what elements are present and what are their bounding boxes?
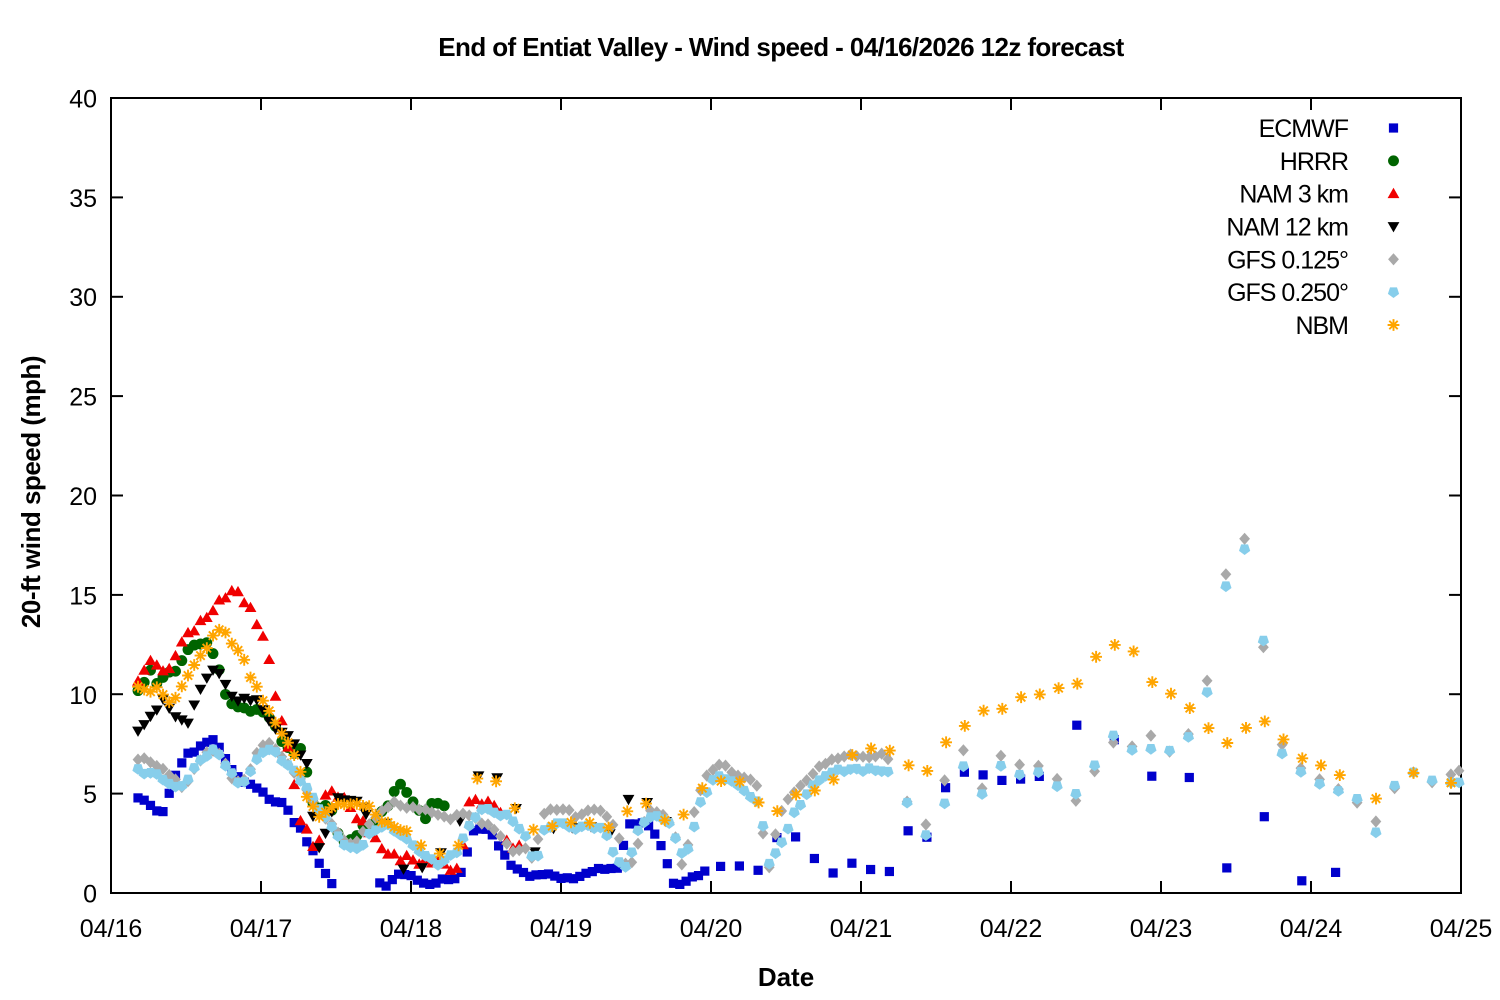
svg-text:NBM: NBM [1295, 312, 1348, 340]
svg-text:04/25: 04/25 [1430, 915, 1493, 943]
svg-text:04/22: 04/22 [980, 915, 1043, 943]
svg-text:10: 10 [69, 682, 97, 710]
svg-text:ECMWF: ECMWF [1259, 115, 1349, 143]
svg-text:04/21: 04/21 [830, 915, 893, 943]
svg-text:20: 20 [69, 483, 97, 511]
svg-text:15: 15 [69, 582, 97, 610]
svg-text:NAM 3 km: NAM 3 km [1239, 181, 1348, 209]
svg-text:20-ft wind speed (mph): 20-ft wind speed (mph) [16, 356, 46, 628]
svg-text:04/16: 04/16 [80, 915, 143, 943]
svg-text:04/17: 04/17 [230, 915, 293, 943]
svg-text:30: 30 [69, 284, 97, 312]
svg-text:GFS 0.125°: GFS 0.125° [1227, 246, 1348, 274]
svg-text:04/24: 04/24 [1280, 915, 1343, 943]
svg-text:0: 0 [83, 881, 97, 909]
svg-text:GFS 0.250°: GFS 0.250° [1227, 279, 1348, 307]
svg-text:Date: Date [758, 962, 814, 992]
svg-text:5: 5 [83, 781, 97, 809]
svg-text:04/20: 04/20 [680, 915, 743, 943]
svg-text:40: 40 [69, 86, 97, 114]
svg-text:HRRR: HRRR [1280, 148, 1348, 176]
svg-text:04/23: 04/23 [1130, 915, 1193, 943]
svg-text:04/18: 04/18 [380, 915, 443, 943]
svg-text:35: 35 [69, 185, 97, 213]
svg-text:25: 25 [69, 384, 97, 412]
svg-text:NAM 12 km: NAM 12 km [1226, 214, 1348, 242]
svg-text:End of Entiat Valley - Wind sp: End of Entiat Valley - Wind speed - 04/1… [438, 32, 1124, 62]
svg-text:04/19: 04/19 [530, 915, 593, 943]
